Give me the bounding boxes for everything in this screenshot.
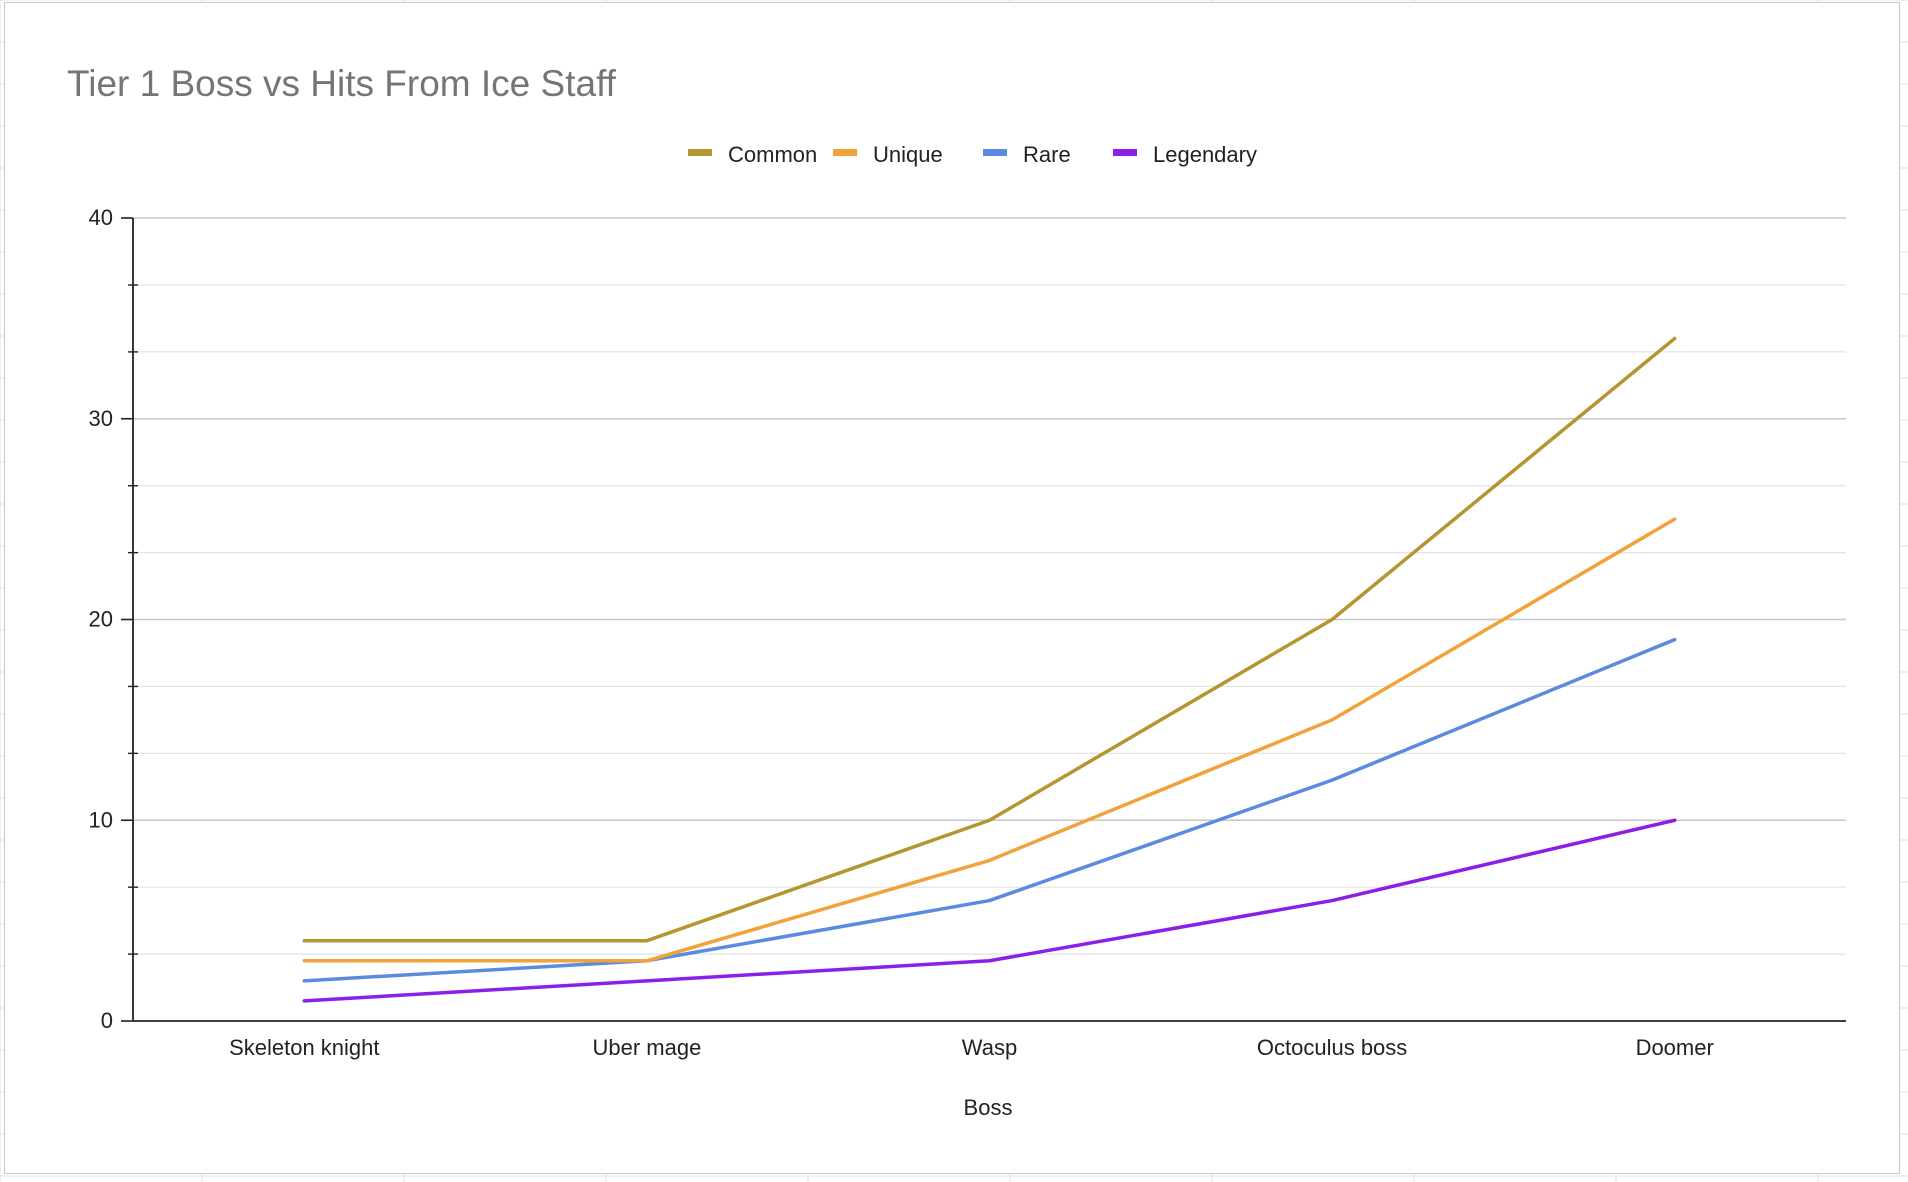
x-tick-label: Wasp [962, 1035, 1017, 1060]
x-tick-label: Skeleton knight [229, 1035, 379, 1060]
legend-swatch [833, 149, 857, 156]
y-tick-label: 0 [101, 1008, 113, 1033]
y-tick-label: 10 [89, 807, 113, 832]
y-tick-label: 40 [89, 205, 113, 230]
x-axis-title: Boss [964, 1095, 1013, 1120]
x-tick-label: Octoculus boss [1257, 1035, 1407, 1060]
axes: 0 10 20 30 40 Skeleton knight Uber mage Wasp Oct… [89, 205, 1846, 1060]
legend-swatch [1113, 149, 1137, 156]
legend-item-rare[interactable]: Rare [983, 142, 1071, 167]
gridlines [133, 217, 1846, 955]
legend: Common Unique Rare Legendary [688, 142, 1257, 167]
legend-item-unique[interactable]: Unique [833, 142, 943, 167]
series-line-unique[interactable] [302, 517, 1677, 963]
legend-label: Legendary [1153, 142, 1257, 167]
y-tick-label: 20 [89, 607, 113, 632]
legend-label: Common [728, 142, 817, 167]
series-line-legendary[interactable] [302, 818, 1677, 1003]
legend-swatch [983, 149, 1007, 156]
series-line-common[interactable] [302, 336, 1677, 943]
series-line-rare[interactable] [302, 637, 1677, 983]
legend-swatch [688, 149, 712, 156]
legend-label: Rare [1023, 142, 1071, 167]
y-tick-label: 30 [89, 406, 113, 431]
x-tick-label: Doomer [1636, 1035, 1714, 1060]
legend-item-common[interactable]: Common [688, 142, 817, 167]
series-lines [302, 336, 1677, 1003]
chart-title: Tier 1 Boss vs Hits From Ice Staff [67, 63, 617, 104]
x-tick-label: Uber mage [592, 1035, 701, 1060]
legend-item-legendary[interactable]: Legendary [1113, 142, 1257, 167]
line-chart: Tier 1 Boss vs Hits From Ice Staff 0 10 20… [67, 63, 1846, 1120]
chart-container[interactable]: Tier 1 Boss vs Hits From Ice Staff 0 10 20… [4, 2, 1900, 1174]
legend-label: Unique [873, 142, 943, 167]
